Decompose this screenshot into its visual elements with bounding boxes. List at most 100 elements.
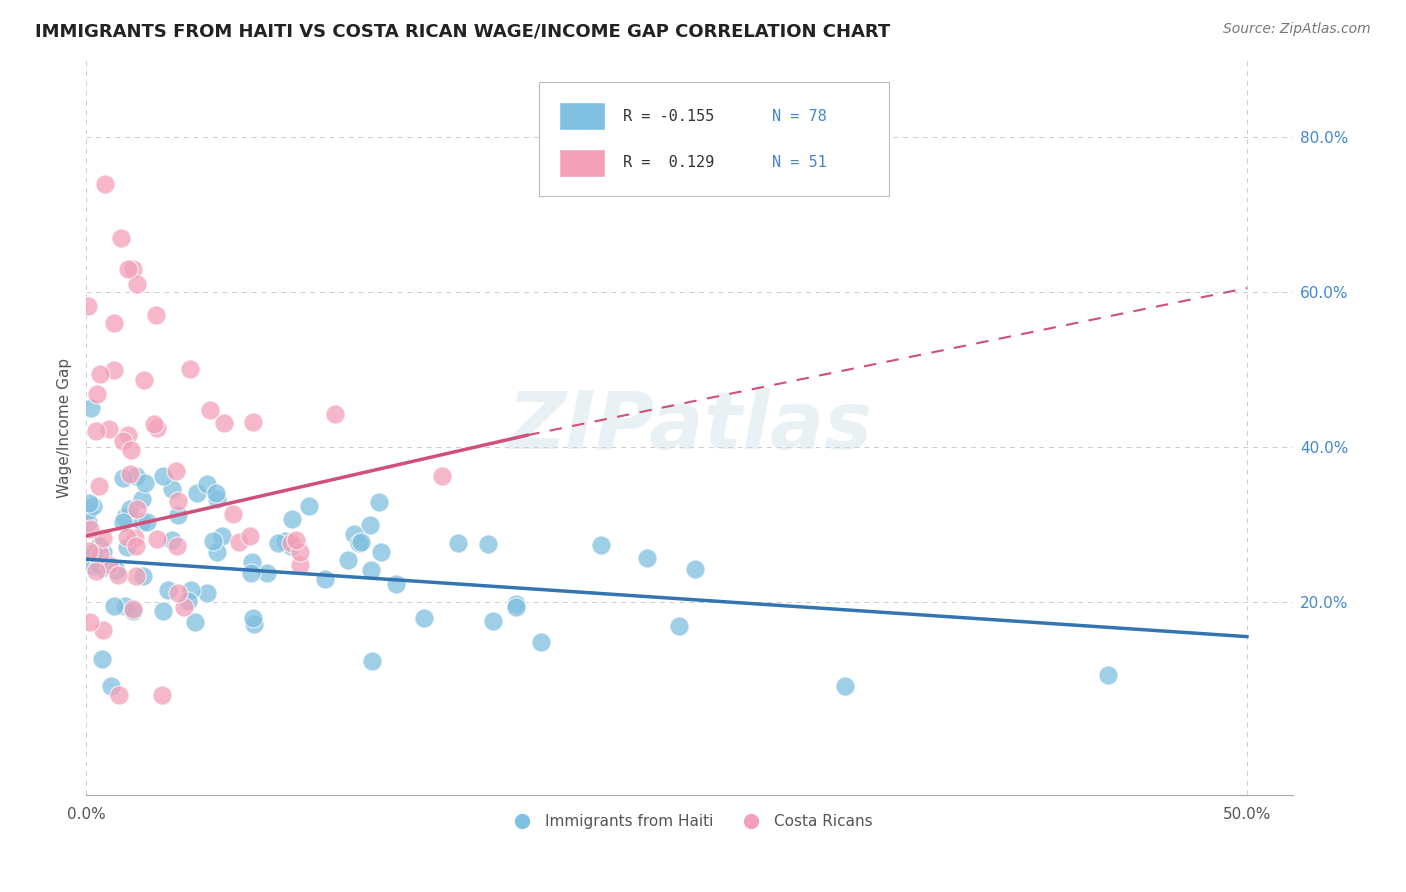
Point [290, 545, 312, 559]
Point [104, 563, 127, 577]
Point [83, 558, 105, 573]
Point [156, 583, 179, 598]
FancyBboxPatch shape [538, 82, 889, 195]
Point [360, 563, 382, 577]
Point [103, 599, 125, 613]
Point [107, 567, 129, 582]
Point [82, 499, 104, 513]
Point [115, 530, 138, 544]
Point [117, 261, 139, 276]
Point [117, 428, 139, 442]
Point [239, 529, 262, 543]
Point [256, 566, 278, 580]
Point [477, 537, 499, 551]
Point [152, 469, 174, 483]
Point [222, 507, 245, 521]
Point [179, 361, 201, 376]
Text: N = 51: N = 51 [772, 155, 827, 170]
Point [91, 652, 114, 666]
Point [591, 538, 613, 552]
Y-axis label: Wage/Income Gap: Wage/Income Gap [58, 358, 72, 498]
Point [114, 599, 136, 614]
Point [110, 231, 132, 245]
Point [173, 600, 195, 615]
Point [205, 545, 228, 559]
Point [145, 308, 167, 322]
Point [350, 535, 373, 549]
Point [447, 535, 470, 549]
Point [204, 485, 226, 500]
Point [288, 558, 311, 572]
Point [125, 502, 148, 516]
Point [103, 363, 125, 377]
Point [79, 615, 101, 629]
Point [132, 373, 155, 387]
Point [167, 508, 190, 522]
Point [162, 483, 184, 497]
Point [89, 539, 111, 553]
Point [214, 416, 236, 430]
Point [83, 546, 105, 560]
Point [91, 545, 114, 559]
Point [412, 610, 434, 624]
Point [98, 422, 121, 436]
Text: Source: ZipAtlas.com: Source: ZipAtlas.com [1223, 22, 1371, 37]
Point [125, 469, 148, 483]
Point [323, 407, 346, 421]
Point [127, 277, 149, 292]
Point [89, 547, 111, 561]
Point [118, 467, 141, 481]
Text: IMMIGRANTS FROM HAITI VS COSTA RICAN WAGE/INCOME GAP CORRELATION CHART: IMMIGRANTS FROM HAITI VS COSTA RICAN WAG… [35, 22, 890, 40]
Point [146, 421, 169, 435]
Point [285, 533, 308, 547]
Point [125, 569, 148, 583]
Text: R =  0.129: R = 0.129 [623, 155, 714, 170]
Point [121, 602, 143, 616]
Point [482, 615, 505, 629]
Point [347, 536, 370, 550]
Point [166, 539, 188, 553]
Point [89, 367, 111, 381]
Point [136, 515, 159, 529]
Text: N = 78: N = 78 [772, 109, 827, 124]
Point [91, 531, 114, 545]
Point [834, 679, 856, 693]
Point [228, 535, 250, 549]
Point [86, 387, 108, 401]
Point [430, 469, 453, 483]
Point [367, 495, 389, 509]
Point [77, 543, 100, 558]
Point [122, 604, 145, 618]
Point [242, 415, 264, 429]
Point [267, 535, 290, 549]
Point [202, 534, 225, 549]
Point [636, 551, 658, 566]
Point [93, 177, 115, 191]
Point [361, 654, 384, 668]
Point [131, 491, 153, 506]
Point [167, 493, 190, 508]
Legend: Immigrants from Haiti, Costa Ricans: Immigrants from Haiti, Costa Ricans [501, 808, 879, 836]
Point [337, 552, 360, 566]
Text: R = -0.155: R = -0.155 [623, 109, 714, 124]
Point [77, 299, 100, 313]
Point [91, 561, 114, 575]
Point [108, 688, 131, 702]
Point [84, 564, 107, 578]
Point [1097, 668, 1119, 682]
Point [100, 679, 122, 693]
Point [79, 522, 101, 536]
Point [314, 572, 336, 586]
Point [370, 545, 392, 559]
Point [186, 486, 208, 500]
Text: ZIPatlas: ZIPatlas [508, 389, 872, 467]
Point [112, 515, 135, 529]
Point [86, 424, 108, 438]
Point [122, 261, 145, 276]
Point [89, 479, 111, 493]
Point [685, 562, 707, 576]
Point [243, 616, 266, 631]
Point [160, 533, 183, 548]
Point [115, 540, 138, 554]
Point [80, 401, 103, 416]
